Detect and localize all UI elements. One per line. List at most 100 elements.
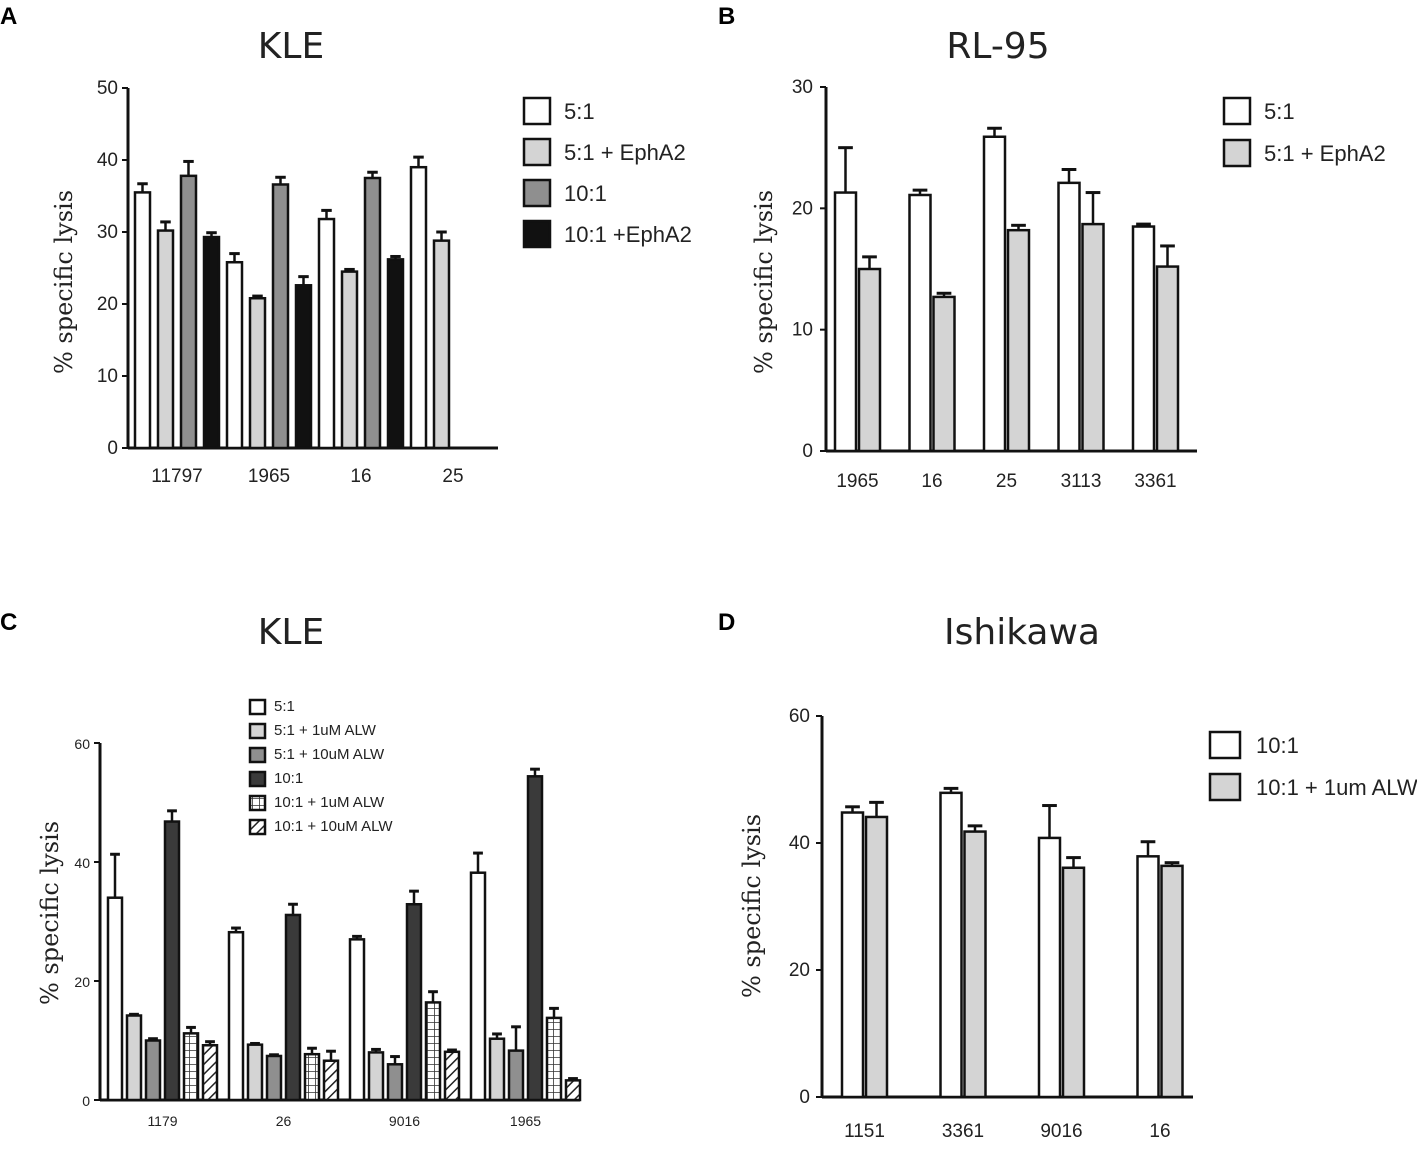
legend-label: 10:1 bbox=[274, 770, 303, 787]
bar-5-1-10um-alw-26 bbox=[265, 1054, 283, 1102]
bar-10-1-10um-alw-1179 bbox=[201, 1044, 219, 1102]
bar-5-1-26 bbox=[227, 930, 245, 1102]
x-tick-label: 26 bbox=[276, 1113, 292, 1129]
legend-swatch bbox=[522, 219, 552, 249]
bar-5-1-11797 bbox=[133, 191, 152, 450]
y-tick-label: 20 bbox=[792, 198, 813, 219]
panel-a: A KLE % specific lysis 0 10 20 30 40 50 11797 1… bbox=[0, 3, 692, 487]
x-tick-label: 3361 bbox=[1134, 471, 1176, 492]
x-tick-label: 25 bbox=[996, 471, 1017, 492]
y-tick-label: 60 bbox=[789, 706, 810, 727]
x-tick-label: 1965 bbox=[836, 471, 878, 492]
x-tick-label: 16 bbox=[350, 466, 371, 487]
legend-swatch bbox=[522, 178, 552, 208]
bar-5-1-epha2-3113 bbox=[1081, 222, 1105, 453]
bar-5-1-epha2-16 bbox=[932, 295, 956, 453]
bar-5-1-1um-alw-1965 bbox=[488, 1037, 506, 1102]
legend-swatch bbox=[248, 722, 267, 740]
y-tick-label: 50 bbox=[97, 78, 118, 99]
bar-10-1-10um-alw-1965 bbox=[564, 1079, 582, 1102]
x-tick-label: 1965 bbox=[510, 1113, 541, 1129]
legend-swatch bbox=[248, 818, 267, 836]
y-axis-label: % specific lysis bbox=[738, 814, 766, 998]
legend-label: 5:1 bbox=[564, 99, 595, 124]
bar-10-1-1965 bbox=[526, 775, 544, 1102]
bar-5-1-16 bbox=[908, 193, 932, 453]
y-tick-label: 0 bbox=[107, 438, 118, 459]
y-tick-label: 40 bbox=[789, 833, 810, 854]
legend-swatch bbox=[1208, 772, 1242, 802]
legend-swatch bbox=[1222, 138, 1252, 168]
y-tick-label: 30 bbox=[792, 77, 813, 98]
y-tick-label: 0 bbox=[799, 1087, 810, 1108]
legend-swatch bbox=[522, 137, 552, 167]
bar-10-1-1um-alw-3361 bbox=[963, 830, 987, 1099]
bar-5-1-3113 bbox=[1057, 181, 1081, 453]
bar-10-1-16 bbox=[363, 176, 382, 450]
panel-letter: B bbox=[718, 3, 735, 30]
bar-5-1-1um-alw-26 bbox=[246, 1043, 264, 1102]
legend-swatch bbox=[1222, 96, 1252, 126]
bar-10-1-1um-alw-26 bbox=[303, 1052, 321, 1102]
y-tick-label: 10 bbox=[792, 320, 813, 341]
y-tick-label: 20 bbox=[74, 974, 90, 990]
legend-swatch bbox=[248, 746, 267, 764]
x-tick-label: 1179 bbox=[147, 1113, 177, 1129]
chart-title: Ishikawa bbox=[944, 612, 1100, 653]
bar-10-1-1um-alw-9016 bbox=[1061, 866, 1086, 1099]
legend-label: 10:1 + 10uM ALW bbox=[274, 818, 393, 835]
legend-label: 5:1 bbox=[274, 698, 295, 715]
y-tick-label: 20 bbox=[789, 960, 810, 981]
bar-5-1-10um-alw-1965 bbox=[507, 1049, 525, 1102]
y-tick-label: 60 bbox=[74, 736, 90, 752]
x-tick-label: 25 bbox=[442, 466, 463, 487]
legend-label: 5:1 bbox=[1264, 99, 1295, 124]
x-tick-label: 3361 bbox=[942, 1121, 984, 1142]
bar-10-1-epha2-1965 bbox=[294, 284, 313, 450]
x-tick-label: 1965 bbox=[248, 466, 290, 487]
chart-title: KLE bbox=[258, 26, 324, 67]
y-tick-label: 0 bbox=[802, 441, 813, 462]
bar-10-1-1um-alw-16 bbox=[1160, 864, 1184, 1099]
legend-swatch bbox=[522, 96, 552, 126]
legend-label: 10:1 + 1uM ALW bbox=[274, 794, 385, 811]
bar-5-1-epha2-25 bbox=[1006, 228, 1031, 453]
bar-5-1-epha2-16 bbox=[340, 270, 359, 450]
x-tick-label: 11797 bbox=[151, 466, 202, 487]
legend-label: 5:1 + EphA2 bbox=[1264, 141, 1386, 166]
bar-5-1-1179 bbox=[106, 896, 124, 1102]
bar-10-1-1151 bbox=[840, 811, 865, 1099]
bar-5-1-1um-alw-9016 bbox=[367, 1051, 385, 1102]
x-tick-label: 3113 bbox=[1061, 471, 1102, 492]
bar-10-1-1um-alw-1965 bbox=[545, 1016, 563, 1102]
panel-letter: D bbox=[718, 609, 735, 636]
legend-label: 10:1 bbox=[564, 181, 607, 206]
bar-10-1-epha2-11797 bbox=[202, 235, 221, 450]
bar-5-1-1965 bbox=[225, 260, 244, 450]
x-tick-label: 1151 bbox=[844, 1121, 885, 1142]
x-tick-label: 16 bbox=[921, 471, 942, 492]
bar-5-1-epha2-3361 bbox=[1155, 265, 1180, 453]
bar-5-1-9016 bbox=[348, 938, 366, 1102]
legend-label: 5:1 + 1uM ALW bbox=[274, 722, 377, 739]
bar-5-1-1965 bbox=[469, 871, 487, 1102]
bar-5-1-10um-alw-1179 bbox=[144, 1039, 162, 1102]
bar-5-1-epha2-11797 bbox=[156, 229, 175, 450]
legend-label: 10:1 + 1um ALW bbox=[1256, 775, 1417, 800]
bar-5-1-3361 bbox=[1131, 225, 1156, 453]
bar-10-1-1um-alw-1179 bbox=[182, 1032, 200, 1102]
bar-10-1-3361 bbox=[939, 791, 963, 1099]
bar-5-1-epha2-1965 bbox=[857, 267, 882, 453]
chart-title: RL-95 bbox=[946, 26, 1049, 67]
x-tick-label: 9016 bbox=[1040, 1121, 1082, 1142]
legend-swatch bbox=[248, 770, 267, 788]
x-tick-label: 9016 bbox=[389, 1113, 420, 1129]
bar-10-1-11797 bbox=[179, 174, 198, 450]
y-tick-label: 10 bbox=[97, 366, 118, 387]
bar-10-1-26 bbox=[284, 913, 302, 1102]
y-axis-label: % specific lysis bbox=[750, 190, 778, 374]
y-tick-label: 0 bbox=[82, 1093, 90, 1109]
bar-10-1-9016 bbox=[405, 902, 423, 1102]
legend-label: 5:1 + EphA2 bbox=[564, 140, 686, 165]
